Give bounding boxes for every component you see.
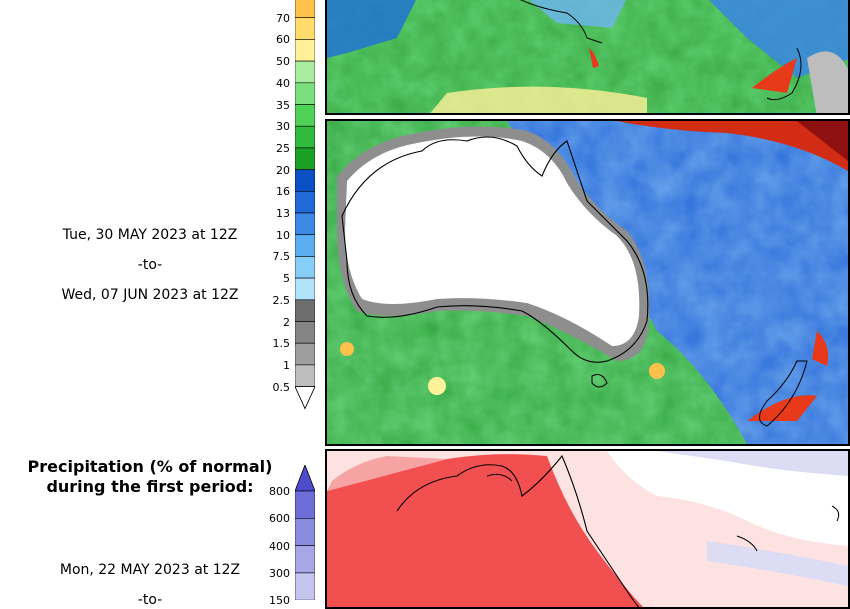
accum-color-segment: [294, 321, 316, 344]
period-start-label: Tue, 30 MAY 2023 at 12Z: [62, 227, 238, 243]
first-period-connector-label: -to-: [137, 592, 163, 608]
pct-color-segment: [294, 490, 316, 519]
accum-tick-label: 30: [276, 120, 290, 134]
accum-color-segment: [294, 256, 316, 279]
accum-tick-label: 35: [276, 98, 290, 112]
accum-tick-label: 70: [276, 11, 290, 25]
percent-colorbar: [294, 463, 316, 609]
accumulation-colorbar: [294, 0, 316, 418]
accum-color-segment: [294, 82, 316, 105]
precip-map-middle: [325, 119, 850, 446]
pct-tick-label: 600: [269, 512, 290, 526]
pct-tick-label: 800: [269, 485, 290, 498]
percent-map-bottom-graphic: [327, 451, 848, 607]
pct-tick-label: 400: [269, 539, 290, 553]
accum-tick-label: 20: [276, 163, 290, 177]
accum-color-segment: [294, 342, 316, 366]
accum-tick-label: 40: [276, 76, 290, 90]
accumulation-tick-labels: 80 70 60 50 40 35 30 25 20 16 13 10 7.5 5 2.5 2 1.5 1 0.5: [250, 0, 291, 418]
percent-title-line1: Precipitation (% of normal): [27, 457, 273, 476]
percent-map-bottom: [325, 449, 850, 609]
accum-color-segment: [294, 212, 316, 236]
period-connector-label: -to-: [137, 257, 163, 273]
percent-title-line2: during the first period:: [46, 477, 254, 496]
accum-color-segment: [294, 125, 316, 149]
accum-tick-label: 60: [276, 33, 290, 47]
pct-tick-label: 300: [269, 566, 290, 580]
accum-tick-label: 1.5: [272, 337, 291, 351]
pct-color-segment: [294, 545, 316, 574]
accum-tick-label: 10: [276, 228, 290, 242]
period-end-label: Wed, 07 JUN 2023 at 12Z: [61, 287, 239, 303]
accum-color-segment: [294, 277, 316, 301]
accum-tick-label: 16: [276, 185, 290, 199]
accum-tick-label: 13: [276, 207, 290, 220]
accum-color-segment: [294, 169, 316, 192]
percent-tick-labels: 800 600 400 300 150: [250, 465, 290, 607]
precip-map-top: [325, 0, 850, 115]
percent-colorbar-graphic: [294, 463, 316, 609]
accum-tick-label: 7.5: [272, 250, 291, 264]
accum-color-segment: [294, 0, 316, 19]
accum-color-segment: [294, 60, 316, 84]
pct-color-segment: [294, 517, 316, 546]
accumulation-colorbar-graphic: [294, 0, 316, 410]
accum-color-segment: [294, 299, 316, 322]
pct-tick-label: 150: [269, 594, 290, 608]
accum-tick-label: 2.5: [272, 293, 291, 307]
pct-colorbar-max-arrow: [294, 463, 316, 492]
accum-tick-label: 50: [276, 55, 290, 69]
accum-colorbar-min-arrow: [294, 386, 316, 410]
pct-color-segment: [294, 572, 316, 601]
precip-map-middle-graphic: [327, 121, 848, 444]
accum-color-segment: [294, 364, 316, 387]
accum-color-segment: [294, 104, 316, 127]
accum-tick-label: 1: [283, 358, 290, 372]
precip-map-top-graphic: [327, 0, 848, 113]
accum-color-segment: [294, 39, 316, 62]
accum-tick-label: 80: [276, 0, 290, 3]
accum-color-segment: [294, 147, 316, 170]
accum-color-segment: [294, 17, 316, 40]
accum-color-segment: [294, 191, 316, 214]
accum-tick-label: 5: [283, 272, 290, 286]
accum-tick-label: 25: [276, 141, 290, 155]
accum-tick-label: 0.5: [272, 380, 291, 394]
accum-tick-label: 2: [283, 315, 290, 329]
first-period-start-label: Mon, 22 MAY 2023 at 12Z: [59, 562, 241, 578]
accum-color-segment: [294, 234, 316, 257]
